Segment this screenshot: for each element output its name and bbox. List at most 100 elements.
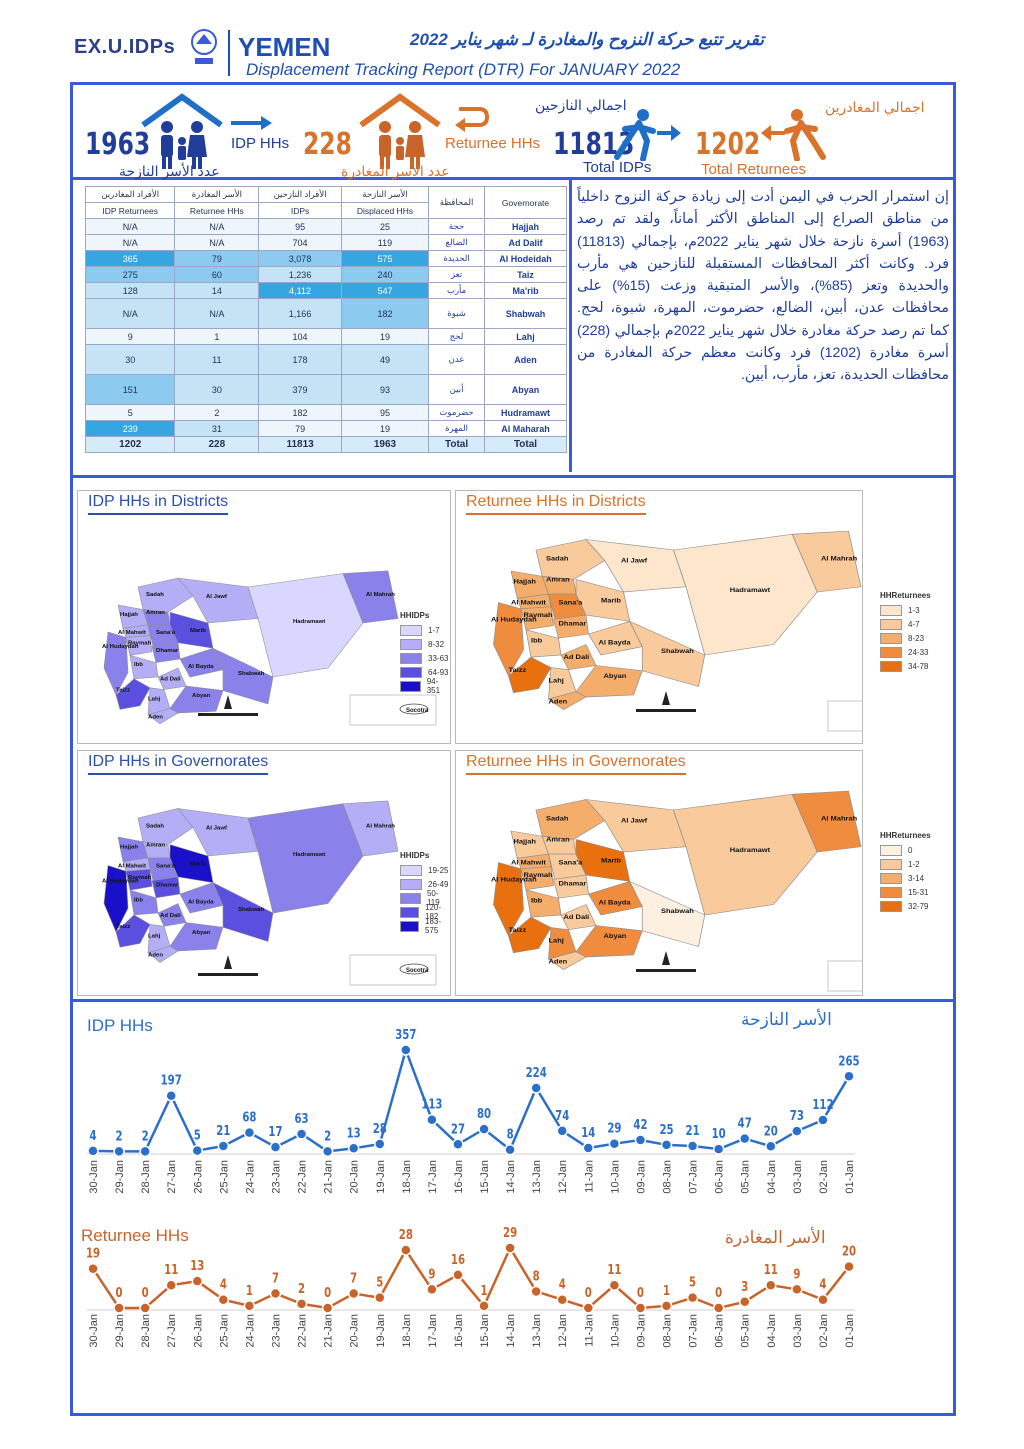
map-region	[169, 685, 224, 714]
td-gov-ar: الحديدة	[428, 250, 486, 267]
legend-swatch	[880, 858, 902, 870]
table-row: N/A N/A 95 25 حجة Hajjah	[84, 218, 567, 235]
td-gov-en: Lahj	[484, 328, 567, 345]
legend-swatch	[880, 646, 902, 658]
data-point	[817, 1293, 829, 1306]
socotra-label: Socotra	[406, 968, 429, 974]
map-label: Hadramawt	[730, 587, 771, 593]
legend-swatch	[400, 652, 422, 664]
td-gov-ar: لحج	[428, 328, 486, 345]
map-returnee-districts: Returnee HHs in Districts Sadah Al Jawf Ha…	[455, 490, 931, 744]
map-label: Al Bayda	[188, 664, 214, 670]
x-tick-label: 06-Jan	[714, 1314, 726, 1348]
legend-swatch	[400, 878, 422, 890]
idp-hhs-value: 1963	[85, 127, 151, 162]
map-region	[575, 665, 643, 698]
map-region	[169, 611, 214, 649]
table-header-row-en: IDP Returnees Returnee HHs IDPs Displace…	[84, 202, 567, 219]
data-label: 28	[373, 1121, 387, 1137]
data-point	[165, 1089, 177, 1102]
td-idp-hhs: 93	[340, 374, 430, 405]
map-label: Taizz	[509, 667, 527, 673]
legend-item: 120-182	[400, 903, 450, 921]
data-label: 5	[689, 1274, 696, 1290]
data-point	[191, 1275, 204, 1287]
data-label: 25	[659, 1122, 673, 1138]
data-label: 8	[507, 1126, 514, 1142]
map-label: Al Jawf	[206, 594, 227, 600]
data-label: 0	[324, 1285, 331, 1301]
data-point	[321, 1302, 334, 1314]
td-idp-hhs: 575	[340, 250, 430, 267]
map-label: Abyan	[192, 930, 211, 936]
x-tick-label: 19-Jan	[375, 1314, 387, 1348]
td-returnees-total: 1202	[84, 436, 176, 453]
data-label: 11	[764, 1262, 778, 1278]
map-label: Dhamar	[156, 883, 179, 889]
map-label: Abyan	[192, 693, 211, 699]
map-label: Al Bayda	[188, 900, 214, 906]
x-tick-label: 14-Jan	[505, 1314, 517, 1348]
x-tick-label: 03-Jan	[792, 1160, 804, 1194]
map-legend: HHReturnees 1-3 4-7 8-23 24-33 34-78	[880, 591, 931, 673]
map-label: Al Jawf	[206, 826, 227, 832]
map-label: Sana'a	[559, 860, 583, 866]
map-label: Raymah	[524, 873, 553, 879]
td-gov-ar: عدن	[428, 344, 486, 375]
td-gov-ar: الضالع	[428, 234, 486, 251]
legend-label: 8-32	[428, 639, 445, 649]
td-gov-ar: شبوة	[428, 298, 486, 329]
map-label: Al Mahwit	[118, 864, 146, 870]
td-gov-ar: تعز	[428, 266, 486, 283]
returnee-hhs-label: Returnee HHs	[445, 135, 541, 152]
returnee-chart-title-arabic: الأسر المغادرة	[725, 1228, 826, 1247]
data-label: 19	[86, 1245, 100, 1261]
td-returnees: 30	[84, 344, 176, 375]
map-label: Aden	[549, 699, 568, 705]
legend-label: 0	[908, 845, 913, 855]
td-returnee-hhs: 31	[174, 420, 260, 437]
data-label: 21	[216, 1123, 230, 1139]
td-idp-hhs: 547	[340, 282, 430, 299]
td-returnee-hhs: 14	[174, 282, 260, 299]
x-tick-label: 15-Jan	[479, 1314, 491, 1348]
moving-person-blue-icon	[614, 109, 681, 161]
data-point	[426, 1283, 438, 1296]
map-label: Lahj	[549, 938, 564, 944]
legend-item: 1-2	[880, 857, 931, 871]
x-tick-label: 27-Jan	[166, 1160, 178, 1194]
x-tick-label: 13-Jan	[531, 1314, 543, 1348]
family-house-blue-icon	[141, 93, 223, 169]
x-tick-label: 04-Jan	[766, 1314, 778, 1348]
report-title-english: Displacement Tracking Report (DTR) For J…	[246, 60, 681, 79]
map-label: Taizz	[509, 927, 527, 933]
data-point	[817, 1114, 829, 1126]
map-idp-districts: IDP HHs in Districts Sadah Al Jawf Hadrama…	[77, 490, 451, 744]
x-tick-label: 07-Jan	[688, 1314, 700, 1348]
north-arrow-icon	[224, 695, 232, 709]
legend-item: 34-78	[880, 659, 931, 673]
socotra-label: Socotra	[406, 708, 429, 714]
table-row: 30 11 178 49 عدن Aden	[84, 344, 567, 375]
table-row: N/A N/A 1,166 182 شبوة Shabwah	[84, 298, 567, 329]
th-idp-hhs-en: Displaced HHs	[340, 202, 430, 219]
x-tick-label: 05-Jan	[740, 1314, 752, 1348]
map-label: Abyan	[604, 934, 627, 940]
map-region	[508, 656, 552, 694]
map-region	[547, 951, 587, 970]
th-returnees-en: IDP Returnees	[84, 202, 176, 219]
map-region	[115, 914, 151, 948]
td-returnees: 9	[84, 328, 176, 345]
total-idps-label: Total IDPs	[583, 159, 652, 176]
data-label: 28	[399, 1227, 413, 1243]
td-idp-hhs: 25	[340, 218, 430, 235]
td-returnee-hhs: 30	[174, 374, 260, 405]
data-point	[504, 1242, 516, 1254]
data-point	[191, 1144, 204, 1157]
td-gov-ar: حجة	[428, 218, 486, 235]
data-label: 74	[555, 1108, 569, 1124]
data-label: 0	[116, 1285, 123, 1301]
map-label: Ad Dali	[564, 915, 590, 921]
map-region	[247, 803, 364, 914]
data-point	[634, 1134, 647, 1146]
